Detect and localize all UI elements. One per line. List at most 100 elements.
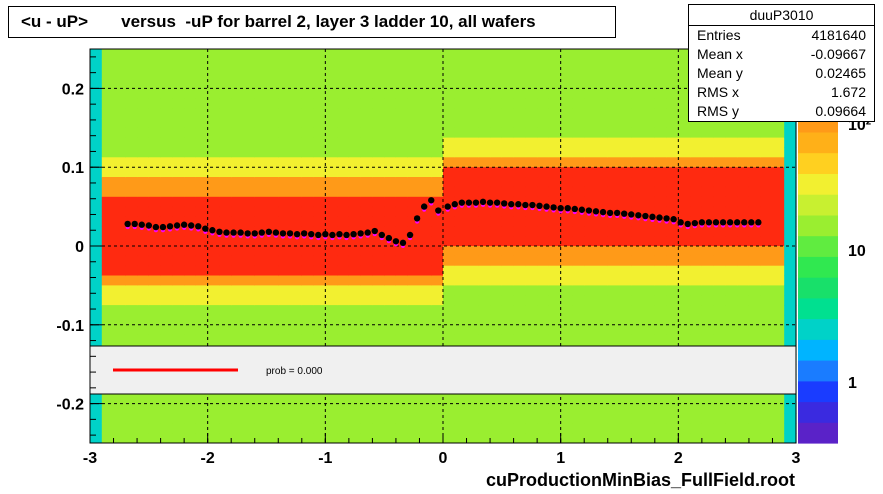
heatmap-cell — [737, 137, 750, 148]
heatmap-cell — [113, 108, 126, 119]
heatmap-cell — [372, 196, 385, 208]
heatmap-cell — [207, 433, 221, 444]
heatmap-cell — [172, 98, 185, 109]
heatmap-cell — [431, 118, 444, 129]
heatmap-cell — [148, 206, 162, 217]
heatmap-cell — [560, 265, 574, 277]
heatmap-cell — [666, 88, 679, 99]
heatmap-cell — [466, 275, 479, 286]
heatmap-cell — [607, 413, 621, 424]
heatmap-cell — [560, 68, 574, 80]
profile-point — [145, 222, 153, 229]
heatmap-cell — [525, 275, 538, 286]
heatmap-cell — [654, 236, 668, 247]
heatmap-cell — [478, 334, 491, 345]
heatmap-cell — [384, 433, 397, 444]
heatmap-cell — [748, 147, 762, 158]
heatmap-cell — [219, 216, 232, 227]
heatmap-cell — [325, 58, 338, 70]
heatmap-cell — [337, 236, 350, 247]
heatmap-cell — [113, 216, 126, 227]
heatmap-cell — [596, 246, 609, 257]
heatmap-cell — [125, 98, 138, 109]
heatmap-cell — [501, 137, 515, 148]
heatmap-cell — [395, 206, 409, 217]
heatmap-cell — [713, 423, 726, 434]
heatmap-cell — [101, 68, 115, 80]
heatmap-cell — [195, 246, 209, 257]
heatmap-cell — [619, 167, 632, 178]
heatmap-cell — [372, 137, 385, 148]
stats-row-mean-y: Mean y 0.02465 — [689, 64, 874, 83]
heatmap-cell — [395, 305, 409, 316]
heatmap-cell — [525, 108, 538, 119]
heatmap-cell — [537, 334, 550, 345]
heatmap-cell — [678, 137, 691, 148]
heatmap-cell — [584, 118, 597, 129]
heatmap-cell — [160, 118, 173, 129]
heatmap-cell — [125, 127, 138, 139]
heatmap-cell — [643, 236, 656, 247]
heatmap-cell — [360, 177, 373, 188]
legend-prob-text: prob = 0.000 — [266, 366, 323, 377]
heatmap-cell — [643, 196, 656, 208]
heatmap-cell — [454, 295, 468, 306]
heatmap-cell — [231, 413, 244, 424]
heatmap-cell — [301, 275, 315, 286]
heatmap-cell — [748, 236, 762, 247]
heatmap-cell — [266, 177, 279, 188]
heatmap-cell — [607, 196, 621, 208]
heatmap-cell — [572, 285, 585, 296]
heatmap-cell — [290, 118, 303, 129]
heatmap-cell — [278, 255, 291, 267]
heatmap-cell — [184, 127, 197, 139]
heatmap-cell — [278, 49, 291, 60]
heatmap-cell — [125, 49, 138, 60]
heatmap-cell — [654, 305, 668, 316]
heatmap-cell — [572, 295, 585, 306]
heatmap-cell — [90, 206, 103, 217]
heatmap-cell — [443, 216, 456, 227]
heatmap-cell — [90, 393, 103, 405]
heatmap-cell — [360, 137, 373, 148]
heatmap-cell — [137, 147, 150, 158]
heatmap-cell — [184, 196, 197, 208]
heatmap-cell — [266, 413, 279, 424]
y-tick-label: 0 — [75, 239, 84, 256]
heatmap-cell — [278, 413, 291, 424]
heatmap-cell — [548, 295, 562, 306]
heatmap-cell — [148, 236, 162, 247]
heatmap-cell — [148, 137, 162, 148]
heatmap-cell — [407, 78, 421, 89]
heatmap-cell — [760, 127, 774, 139]
heatmap-cell — [384, 393, 397, 405]
heatmap-cell — [490, 147, 503, 158]
profile-point — [755, 219, 762, 226]
heatmap-cell — [537, 167, 550, 178]
heatmap-cell — [678, 423, 691, 434]
profile-point — [420, 203, 428, 210]
heatmap-cell — [584, 393, 597, 405]
heatmap-cell — [231, 334, 244, 345]
heatmap-cell — [678, 127, 691, 139]
heatmap-cell — [90, 137, 103, 148]
heatmap-cell — [619, 226, 632, 237]
profile-point — [741, 219, 748, 226]
heatmap-cell — [195, 78, 209, 89]
heatmap-cell — [537, 58, 550, 70]
heatmap-cell — [443, 186, 456, 198]
heatmap-cell — [301, 295, 315, 306]
profile-point — [350, 230, 357, 238]
heatmap-cell — [137, 98, 150, 109]
heatmap-cell — [113, 177, 126, 188]
heatmap-cell — [713, 393, 726, 405]
heatmap-cell — [431, 177, 444, 188]
heatmap-cell — [560, 403, 574, 414]
x-tick-label: 2 — [674, 450, 683, 467]
heatmap-cell — [254, 88, 268, 99]
heatmap-cell — [737, 393, 750, 405]
heatmap-cell — [219, 295, 232, 306]
heatmap-cell — [537, 275, 550, 286]
heatmap-cell — [678, 255, 691, 267]
heatmap-cell — [572, 305, 585, 316]
